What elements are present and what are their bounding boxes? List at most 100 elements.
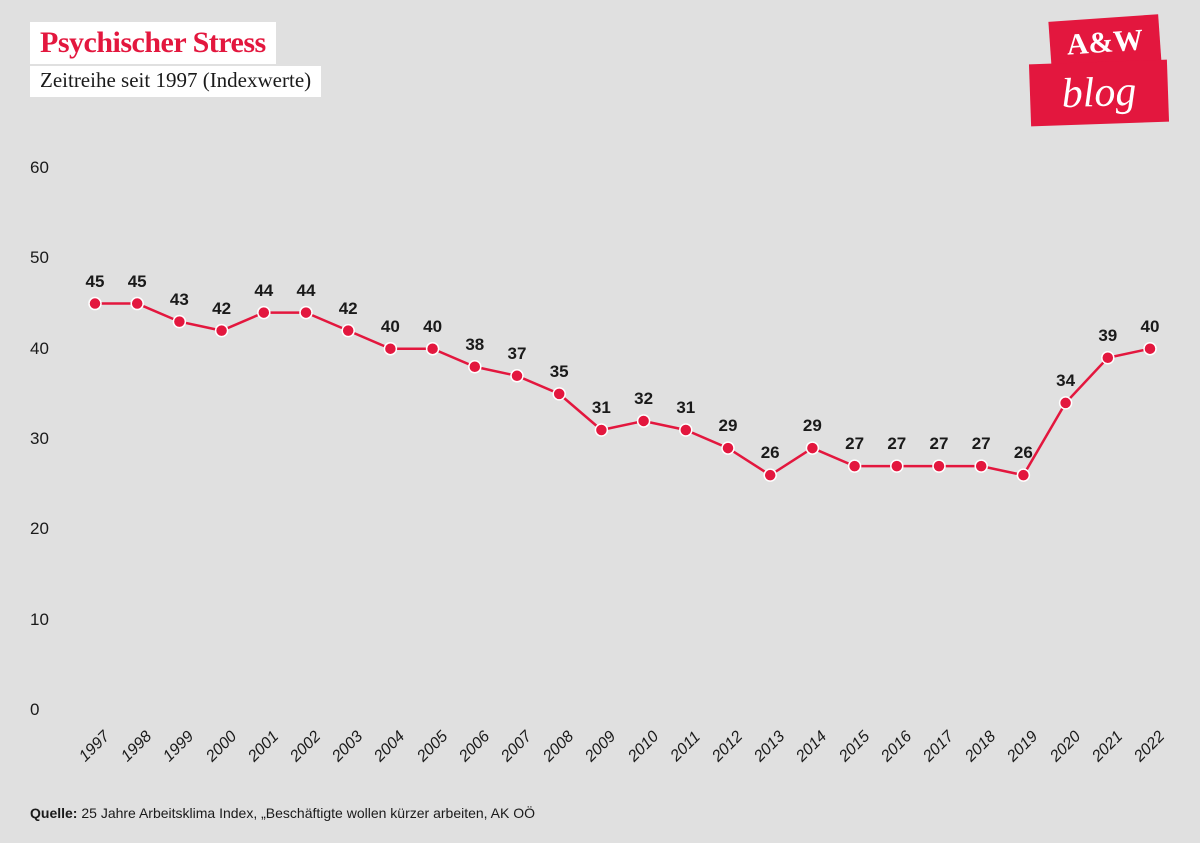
y-tick-label: 0 — [30, 700, 39, 720]
data-label: 45 — [86, 272, 105, 292]
data-point — [553, 388, 565, 400]
line-chart-svg — [75, 150, 1170, 710]
x-tick-label: 2002 — [287, 728, 325, 766]
chart-area: 0102030405060 45454342444442404038373531… — [30, 150, 1170, 710]
x-tick-label: 2006 — [456, 728, 494, 766]
data-point — [806, 442, 818, 454]
subtitle-box: Zeitreihe seit 1997 (Indexwerte) — [30, 66, 321, 97]
data-point — [638, 415, 650, 427]
data-label: 44 — [297, 281, 316, 301]
data-label: 27 — [930, 434, 949, 454]
data-point — [595, 424, 607, 436]
source-label: Quelle: — [30, 805, 77, 821]
data-label: 26 — [1014, 443, 1033, 463]
data-point — [89, 298, 101, 310]
x-tick-label: 2012 — [709, 728, 747, 766]
data-point — [1060, 397, 1072, 409]
data-point — [469, 361, 481, 373]
data-label: 45 — [128, 272, 147, 292]
data-point — [216, 325, 228, 337]
header: Psychischer Stress Zeitreihe seit 1997 (… — [30, 22, 321, 97]
data-label: 32 — [634, 389, 653, 409]
x-tick-label: 2018 — [962, 728, 1000, 766]
data-label: 40 — [381, 317, 400, 337]
data-label: 31 — [676, 398, 695, 418]
x-tick-label: 2004 — [371, 728, 409, 766]
y-tick-label: 30 — [30, 429, 49, 449]
data-label: 42 — [212, 299, 231, 319]
x-tick-label: 2001 — [245, 728, 283, 766]
data-point — [427, 343, 439, 355]
y-axis: 0102030405060 — [30, 150, 70, 710]
x-tick-label: 2013 — [751, 728, 789, 766]
x-tick-label: 1998 — [118, 728, 156, 766]
data-point — [680, 424, 692, 436]
data-label: 29 — [803, 416, 822, 436]
x-tick-label: 2003 — [329, 728, 367, 766]
data-point — [342, 325, 354, 337]
data-point — [975, 460, 987, 472]
data-label: 38 — [465, 335, 484, 355]
x-tick-label: 2017 — [920, 728, 958, 766]
data-point — [258, 307, 270, 319]
data-point — [300, 307, 312, 319]
data-label: 34 — [1056, 371, 1075, 391]
data-point — [933, 460, 945, 472]
data-label: 27 — [972, 434, 991, 454]
source-text: 25 Jahre Arbeitsklima Index, „Beschäftig… — [77, 805, 535, 821]
data-label: 42 — [339, 299, 358, 319]
x-axis: 1997199819992000200120022003200420052006… — [30, 720, 1170, 780]
data-label: 44 — [254, 281, 273, 301]
data-point — [131, 298, 143, 310]
data-point — [511, 370, 523, 382]
y-tick-label: 50 — [30, 248, 49, 268]
x-tick-label: 2016 — [878, 728, 916, 766]
data-label: 26 — [761, 443, 780, 463]
data-label: 29 — [719, 416, 738, 436]
x-tick-label: 1999 — [160, 728, 198, 766]
y-tick-label: 60 — [30, 158, 49, 178]
aw-blog-logo: A&W blog — [1030, 18, 1170, 128]
x-tick-label: 2015 — [836, 728, 874, 766]
x-tick-label: 2009 — [582, 728, 620, 766]
data-point — [891, 460, 903, 472]
y-tick-label: 20 — [30, 519, 49, 539]
x-tick-label: 2020 — [1047, 728, 1085, 766]
data-label: 27 — [845, 434, 864, 454]
plot-area: 45 45 43 42 44 44 42 40 40 38 37 35 31 32 31 29 26 29 27 27… — [75, 150, 1170, 710]
y-tick-label: 10 — [30, 610, 49, 630]
data-label: 43 — [170, 290, 189, 310]
y-tick-label: 40 — [30, 339, 49, 359]
data-point — [384, 343, 396, 355]
data-point — [1017, 469, 1029, 481]
chart-title: Psychischer Stress — [40, 26, 266, 59]
data-point — [722, 442, 734, 454]
x-tick-label: 2007 — [498, 728, 536, 766]
x-tick-label: 1997 — [76, 728, 114, 766]
chart-container: Psychischer Stress Zeitreihe seit 1997 (… — [0, 0, 1200, 843]
data-label: 37 — [508, 344, 527, 364]
data-point — [849, 460, 861, 472]
data-point — [764, 469, 776, 481]
data-label: 35 — [550, 362, 569, 382]
x-tick-label: 2021 — [1089, 728, 1127, 766]
source-citation: Quelle: 25 Jahre Arbeitsklima Index, „Be… — [30, 805, 535, 821]
data-label: 31 — [592, 398, 611, 418]
x-tick-label: 2019 — [1004, 728, 1042, 766]
data-label: 40 — [1141, 317, 1160, 337]
data-point — [1144, 343, 1156, 355]
data-point — [173, 316, 185, 328]
title-box: Psychischer Stress — [30, 22, 276, 64]
x-tick-label: 2005 — [414, 728, 452, 766]
logo-bottom: blog — [1029, 60, 1169, 127]
x-tick-label: 2022 — [1131, 728, 1169, 766]
x-tick-label: 2014 — [793, 728, 831, 766]
data-label: 39 — [1098, 326, 1117, 346]
data-point — [1102, 352, 1114, 364]
x-tick-label: 2000 — [203, 728, 241, 766]
x-tick-label: 2010 — [625, 728, 663, 766]
line-series — [95, 304, 1150, 476]
x-tick-label: 2008 — [540, 728, 578, 766]
data-label: 27 — [887, 434, 906, 454]
data-label: 40 — [423, 317, 442, 337]
